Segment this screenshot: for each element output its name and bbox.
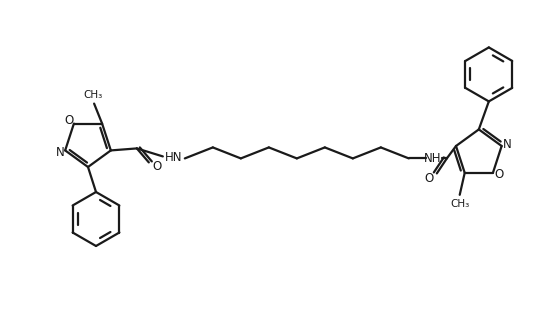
Text: CH₃: CH₃ <box>450 199 469 209</box>
Text: O: O <box>152 160 162 173</box>
Text: CH₃: CH₃ <box>84 90 103 100</box>
Text: O: O <box>424 172 433 185</box>
Text: HN: HN <box>165 151 183 164</box>
Text: N: N <box>503 137 512 151</box>
Text: O: O <box>494 168 503 181</box>
Text: NH: NH <box>424 152 441 165</box>
Text: N: N <box>56 146 65 159</box>
Text: O: O <box>64 114 73 127</box>
